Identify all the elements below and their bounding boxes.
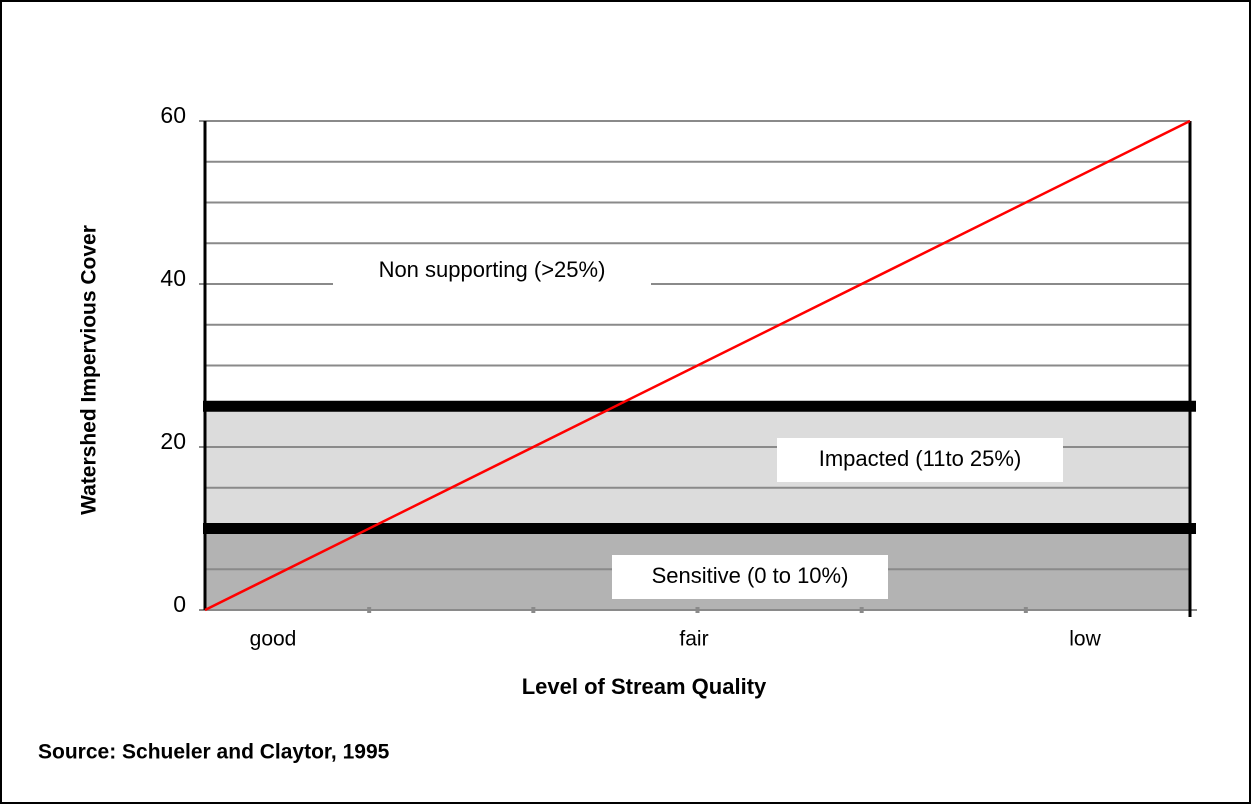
y-tick-label: 20 bbox=[160, 428, 186, 454]
x-tick-label: good bbox=[250, 628, 297, 651]
zone-label: Non supporting (>25%) bbox=[379, 257, 606, 282]
zone-label: Impacted (11to 25%) bbox=[819, 446, 1022, 471]
y-axis-label: Watershed Impervious Cover bbox=[78, 225, 101, 515]
y-tick-label: 0 bbox=[173, 591, 186, 617]
x-axis-label: Level of Stream Quality bbox=[522, 674, 767, 699]
zone-label-box bbox=[333, 249, 651, 293]
zone-label: Sensitive (0 to 10%) bbox=[652, 563, 849, 588]
x-tick-label: fair bbox=[679, 628, 708, 651]
series-line bbox=[204, 119, 1191, 612]
y-tick-label: 40 bbox=[160, 265, 186, 291]
source-note: Source: Schueler and Claytor, 1995 bbox=[38, 741, 390, 764]
plot-area: 0 20 40 60 Sensitive (0 to 10%) Impacted (11t… bbox=[160, 102, 1197, 651]
zone-label-box bbox=[612, 555, 888, 599]
zone-label-box bbox=[777, 438, 1063, 482]
y-tick-label: 60 bbox=[160, 102, 186, 128]
x-tick-label: low bbox=[1069, 628, 1101, 651]
